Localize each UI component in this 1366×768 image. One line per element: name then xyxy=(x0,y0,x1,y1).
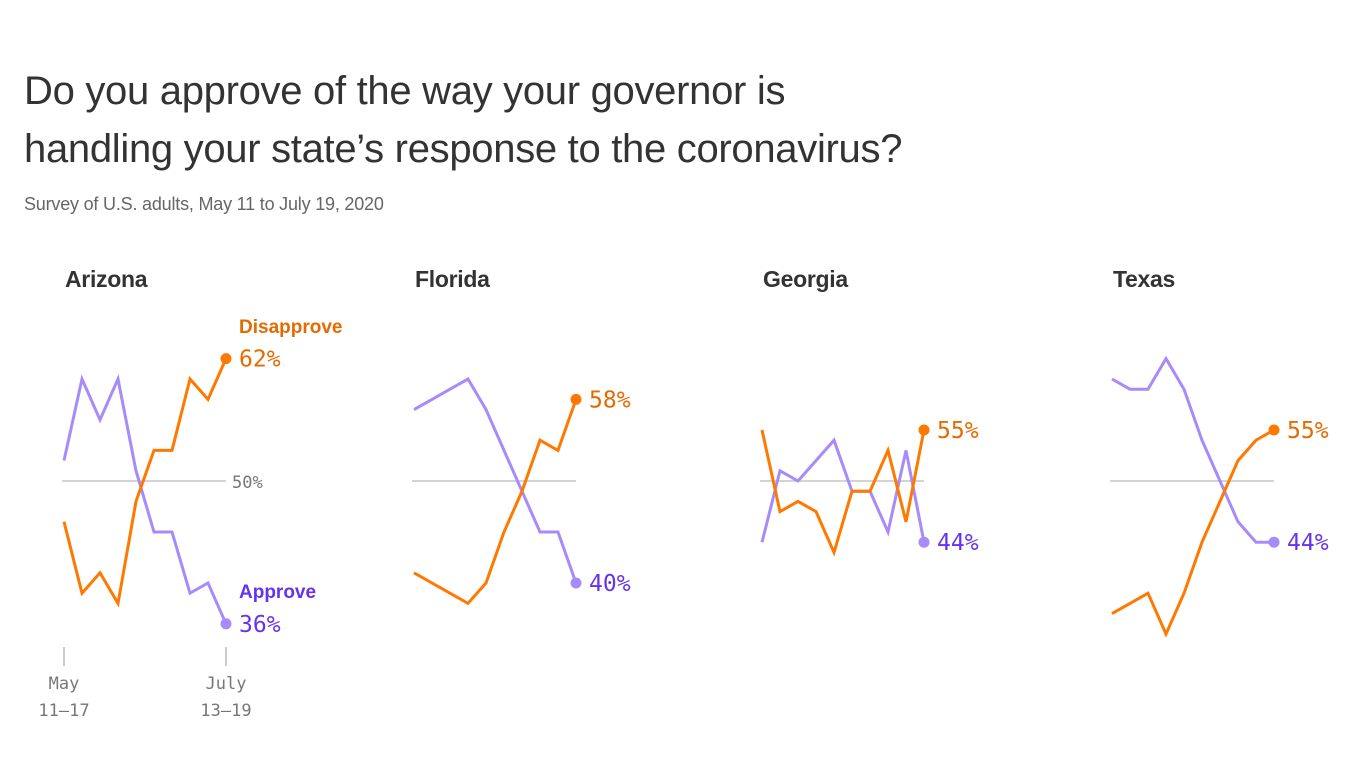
x-label-start-1: May xyxy=(49,674,80,694)
approve-end-dot xyxy=(1268,536,1280,548)
disapprove-line xyxy=(760,429,926,557)
reference-label: 50% xyxy=(232,473,263,493)
panel-texas: 44% 55% xyxy=(1110,355,1329,638)
approve-end-value: 40% xyxy=(589,571,631,597)
panel-arizona: 36% 62% xyxy=(62,347,281,638)
panel-title-florida: Florida xyxy=(415,266,490,292)
title-line-1: Do you approve of the way your governor … xyxy=(24,69,786,113)
disapprove-end-dot xyxy=(1268,424,1280,436)
disapprove-end-value: 58% xyxy=(589,387,631,413)
x-label-end-1: July xyxy=(206,674,247,694)
approve-end-dot xyxy=(570,577,582,589)
panel-title-texas: Texas xyxy=(1113,266,1176,292)
x-label-start-2: 11–17 xyxy=(38,701,89,721)
approve-end-value: 44% xyxy=(1287,530,1329,556)
approve-end-dot xyxy=(918,536,930,548)
x-label-end-2: 13–19 xyxy=(200,701,251,721)
chart-subtitle: Survey of U.S. adults, May 11 to July 19… xyxy=(24,194,384,214)
small-multiples: 36% 62% 40% 58% 44% 55% 44% 55% xyxy=(62,347,1329,638)
approve-end-dot xyxy=(220,618,232,630)
disapprove-end-value: 55% xyxy=(937,418,979,444)
panel-florida: 40% 58% xyxy=(412,376,631,606)
disapprove-line xyxy=(62,357,228,608)
panel-title-georgia: Georgia xyxy=(763,266,848,292)
legend-disapprove: Disapprove xyxy=(239,317,342,338)
panel-title-arizona: Arizona xyxy=(65,266,148,292)
disapprove-end-dot xyxy=(918,424,930,436)
disapprove-end-value: 62% xyxy=(239,347,281,373)
panel-georgia: 44% 55% xyxy=(760,418,979,557)
disapprove-line xyxy=(413,398,578,606)
approve-end-value: 36% xyxy=(239,612,281,638)
approve-end-value: 44% xyxy=(937,530,979,556)
approve-line xyxy=(413,376,578,584)
disapprove-line xyxy=(1111,428,1275,638)
disapprove-end-dot xyxy=(220,353,232,365)
chart-title: Do you approve of the way your governor … xyxy=(24,62,1224,178)
disapprove-end-value: 55% xyxy=(1287,418,1329,444)
legend-approve: Approve xyxy=(239,582,316,603)
disapprove-end-dot xyxy=(570,393,582,405)
approve-line xyxy=(62,374,228,625)
title-line-2: handling your state’s response to the co… xyxy=(24,127,903,171)
approve-line xyxy=(1111,355,1274,544)
